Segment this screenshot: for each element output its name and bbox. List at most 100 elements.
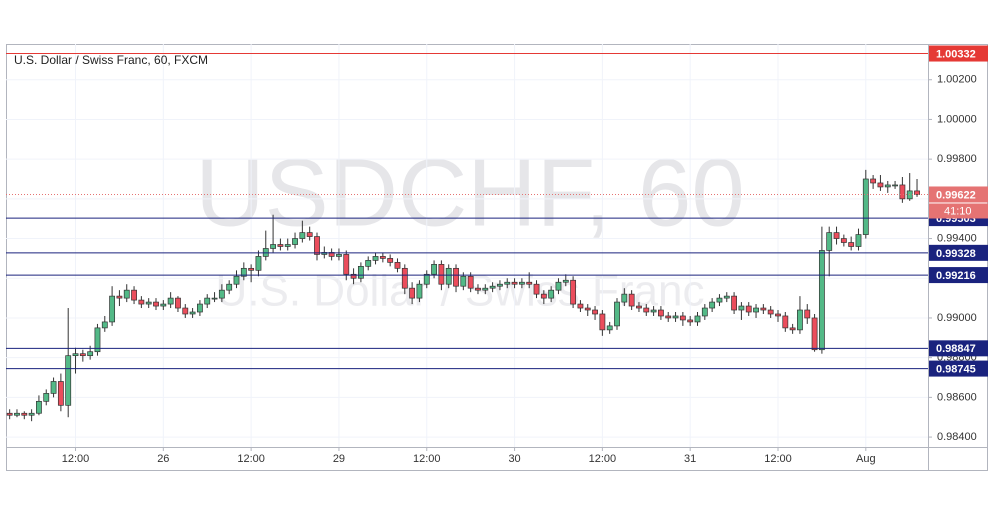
candle-body: [833, 232, 840, 239]
candle-body: [21, 412, 28, 416]
candle-body: [14, 412, 20, 416]
candle-body: [226, 283, 233, 291]
candle-body: [716, 297, 723, 303]
candle-body: [182, 307, 189, 315]
candle-body: [211, 297, 218, 300]
candle-body: [357, 265, 364, 279]
candle-body: [584, 307, 591, 311]
candle-body: [28, 412, 35, 416]
candle-body: [811, 317, 818, 351]
y-tick-label: 0.99000: [937, 312, 977, 324]
candle-body: [36, 400, 42, 414]
candle-body: [562, 279, 569, 283]
candle-body: [884, 184, 891, 188]
candle-body: [848, 242, 855, 247]
candle-body: [109, 295, 116, 323]
x-tick-label: 12:00: [413, 453, 441, 465]
candle-body: [701, 307, 708, 317]
candle-body: [497, 283, 503, 287]
y-tick-label: 0.99400: [937, 232, 977, 244]
candle-body: [336, 254, 342, 257]
candle-body: [379, 256, 386, 259]
level-label: 0.99328: [936, 248, 976, 260]
candle-body: [914, 190, 920, 195]
candle-body: [445, 267, 452, 285]
candle-body: [240, 267, 247, 277]
chart-title: U.S. Dollar / Swiss Franc, 60, FXCM: [14, 53, 208, 67]
candle-body: [57, 381, 64, 406]
candle-body: [782, 315, 789, 329]
candle-body: [621, 293, 628, 303]
candle-body: [43, 393, 50, 402]
candle-body: [87, 351, 94, 357]
candle-body: [255, 256, 262, 271]
candle-body: [138, 299, 145, 305]
candle-body: [658, 309, 664, 317]
candle-body: [453, 267, 459, 287]
candle-body: [548, 289, 555, 299]
x-tick-label: 30: [508, 453, 520, 465]
candle-body: [204, 297, 211, 305]
candle-body: [804, 309, 811, 319]
candle-body: [899, 184, 906, 200]
y-tick-label: 0.99800: [937, 153, 977, 165]
candle-body: [855, 234, 862, 247]
x-tick-label: 12:00: [764, 453, 792, 465]
candle-body: [789, 327, 796, 331]
candle-body: [306, 232, 313, 237]
candle-body: [606, 325, 613, 331]
candle-body: [423, 273, 430, 285]
candle-body: [284, 244, 291, 247]
candle-body: [116, 295, 123, 299]
candle-body: [650, 309, 657, 313]
x-tick-label: 31: [684, 453, 696, 465]
candle-body: [409, 287, 416, 299]
candle-body: [387, 258, 394, 263]
candle-body: [438, 264, 445, 285]
candle-body: [6, 412, 13, 416]
candle-body: [511, 281, 518, 285]
x-tick-label: 12:00: [237, 453, 265, 465]
candle-body: [694, 315, 701, 323]
candle-body: [160, 303, 167, 307]
candle-body: [475, 287, 481, 291]
watermark: USDCHF, 60: [195, 139, 744, 246]
candle-body: [592, 309, 598, 315]
level-label-box: [929, 360, 988, 377]
countdown-box: [929, 203, 988, 219]
candle-body: [599, 313, 606, 331]
candle-body: [636, 305, 642, 309]
level-label-box: [929, 340, 988, 357]
candle-body: [826, 232, 833, 251]
candle-body: [818, 250, 825, 351]
candle-body: [540, 293, 547, 299]
candle-body: [460, 275, 467, 287]
y-tick-label: 0.98600: [937, 391, 977, 403]
candle-body: [394, 262, 401, 269]
candle-body: [870, 178, 877, 184]
candle-body: [709, 301, 716, 309]
candle-body: [679, 315, 686, 321]
candle-body: [248, 267, 255, 271]
candle-body: [101, 321, 108, 329]
x-tick-label: 26: [157, 453, 169, 465]
candle-body: [767, 309, 774, 315]
candle-body: [94, 327, 101, 353]
candle-body: [665, 315, 672, 319]
candle-body: [218, 289, 225, 299]
level-label: 0.98847: [936, 343, 976, 355]
candle-body: [372, 256, 379, 261]
candle-body: [797, 309, 803, 331]
y-tick-label: 1.00000: [937, 113, 977, 125]
last-price-label: 0.99622: [936, 189, 976, 201]
candle-body: [50, 381, 57, 394]
candle-body: [197, 303, 203, 313]
candle-body: [270, 244, 276, 249]
candle-body: [233, 275, 240, 285]
level-label-box: [929, 244, 988, 261]
candle-body: [687, 319, 694, 323]
level-label: 0.99216: [936, 270, 976, 282]
candle-body: [672, 315, 679, 319]
candle-body: [153, 301, 159, 307]
candle-body: [518, 281, 525, 285]
